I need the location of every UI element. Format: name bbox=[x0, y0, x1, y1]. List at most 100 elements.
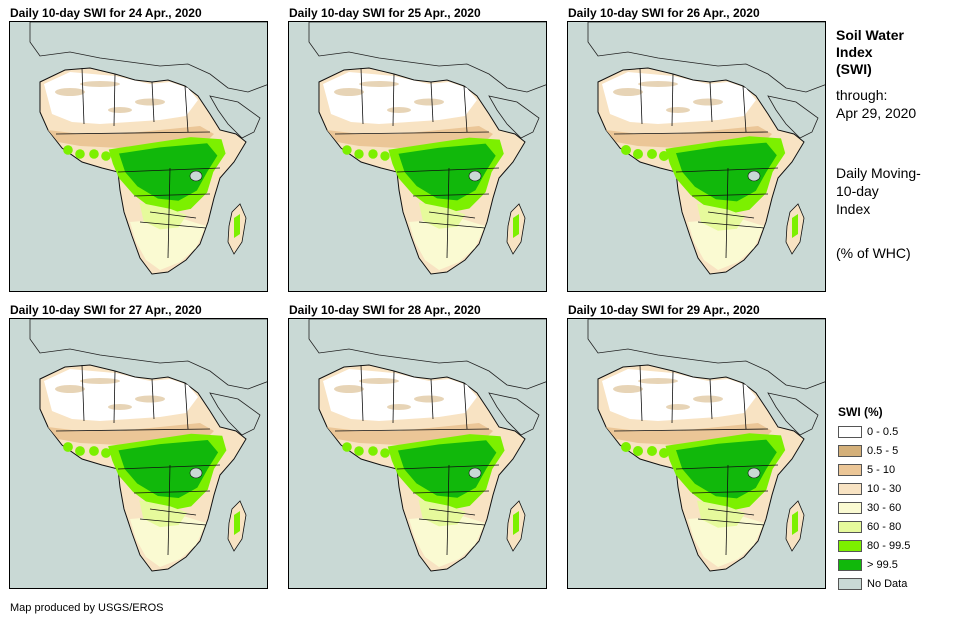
legend-item: 80 - 99.5 bbox=[838, 539, 910, 553]
wet-zone-99 bbox=[398, 440, 497, 498]
legend-label: 80 - 99.5 bbox=[867, 540, 911, 552]
legend-item: > 99.5 bbox=[838, 558, 898, 572]
legend-swatch bbox=[838, 502, 862, 514]
country-border bbox=[392, 73, 395, 127]
coastal-wet-spot bbox=[101, 448, 111, 458]
dry-patch bbox=[387, 404, 411, 410]
dry-patch bbox=[666, 107, 690, 113]
country-border bbox=[184, 382, 189, 430]
europe-landmass bbox=[29, 319, 267, 390]
europe-landmass bbox=[587, 22, 825, 93]
legend-item: 60 - 80 bbox=[838, 520, 901, 534]
dry-patch bbox=[666, 404, 690, 410]
arabia-landmass bbox=[209, 95, 261, 139]
side-title: Soil Water Index (SWI) bbox=[836, 27, 904, 77]
country-border bbox=[707, 211, 755, 219]
map-panel-24-apr bbox=[9, 21, 268, 292]
dry-patch bbox=[80, 81, 120, 87]
dry-patch bbox=[387, 107, 411, 113]
country-border bbox=[418, 518, 486, 526]
coastal-wet-spot bbox=[101, 151, 111, 161]
country-border bbox=[412, 490, 490, 494]
madagascar-wet bbox=[513, 214, 519, 238]
country-border bbox=[430, 378, 434, 420]
africa-map bbox=[10, 22, 267, 291]
coastal-wet-spot bbox=[89, 446, 99, 456]
legend-title: SWI (%) bbox=[838, 405, 883, 419]
europe-landmass bbox=[308, 319, 546, 390]
country-border bbox=[149, 211, 197, 219]
country-border bbox=[360, 364, 364, 422]
europe-landmass bbox=[587, 319, 825, 390]
country-border bbox=[709, 378, 713, 420]
country-border bbox=[613, 428, 769, 432]
country-border bbox=[139, 221, 207, 229]
country-border bbox=[697, 518, 765, 526]
lake-victoria bbox=[189, 467, 203, 479]
country-border bbox=[639, 67, 643, 125]
legend-label: 0 - 0.5 bbox=[867, 426, 899, 438]
country-border bbox=[671, 370, 674, 424]
country-border bbox=[430, 81, 434, 123]
wet-zone-60-80 bbox=[697, 203, 746, 231]
legend-label: 60 - 80 bbox=[867, 521, 902, 533]
legend-swatch bbox=[838, 464, 862, 476]
country-border bbox=[167, 464, 171, 556]
dry-patch bbox=[359, 378, 399, 384]
panel-title: Daily 10-day SWI for 25 Apr., 2020 bbox=[289, 6, 481, 20]
legend-label: 5 - 10 bbox=[867, 464, 896, 476]
coastal-wet-spot bbox=[354, 149, 364, 159]
country-border bbox=[725, 464, 729, 556]
lake-victoria bbox=[747, 467, 761, 479]
legend-swatch bbox=[838, 426, 862, 438]
wet-zone-60-80 bbox=[697, 500, 746, 528]
country-border bbox=[463, 85, 468, 133]
country-border bbox=[139, 518, 207, 526]
country-border bbox=[675, 167, 779, 173]
arabia-landmass bbox=[488, 95, 540, 139]
country-border bbox=[184, 85, 189, 133]
coastal-wet-spot bbox=[659, 448, 669, 458]
legend-swatch bbox=[838, 483, 862, 495]
map-panel-27-apr bbox=[9, 318, 268, 589]
country-border bbox=[81, 364, 85, 422]
country-border bbox=[709, 81, 713, 123]
legend-item: 0.5 - 5 bbox=[838, 444, 898, 458]
dry-patch bbox=[359, 81, 399, 87]
coastal-wet-spot bbox=[380, 448, 390, 458]
dry-patch bbox=[638, 378, 678, 384]
country-border bbox=[167, 167, 171, 259]
country-border bbox=[81, 67, 85, 125]
dry-patch bbox=[693, 98, 723, 106]
legend-swatch bbox=[838, 578, 862, 590]
wet-zone-99 bbox=[119, 143, 218, 201]
wet-belt bbox=[388, 137, 504, 229]
legend-label: No Data bbox=[867, 578, 908, 590]
country-border bbox=[55, 131, 211, 135]
credit-text: Map produced by USGS/EROS bbox=[10, 602, 164, 614]
coastal-wet-spot bbox=[368, 446, 378, 456]
legend-item: 0 - 0.5 bbox=[838, 425, 898, 439]
country-border bbox=[707, 508, 755, 516]
country-border bbox=[412, 193, 490, 197]
madagascar-wet bbox=[234, 511, 240, 535]
europe-landmass bbox=[29, 22, 267, 93]
country-border bbox=[428, 508, 476, 516]
coastal-wet-spot bbox=[380, 151, 390, 161]
lake-victoria bbox=[468, 467, 482, 479]
legend-swatch bbox=[838, 521, 862, 533]
country-border bbox=[639, 364, 643, 422]
dry-patch bbox=[334, 385, 364, 393]
country-border bbox=[151, 378, 155, 420]
dry-patch bbox=[80, 378, 120, 384]
country-border bbox=[697, 221, 765, 229]
madagascar-wet bbox=[792, 511, 798, 535]
dry-patch bbox=[108, 107, 132, 113]
legend-label: 30 - 60 bbox=[867, 502, 902, 514]
coastal-wet-spot bbox=[621, 145, 631, 155]
dry-patch bbox=[613, 88, 643, 96]
country-border bbox=[113, 370, 116, 424]
country-border bbox=[392, 370, 395, 424]
coastal-wet-spot bbox=[342, 442, 352, 452]
coastal-wet-spot bbox=[659, 151, 669, 161]
